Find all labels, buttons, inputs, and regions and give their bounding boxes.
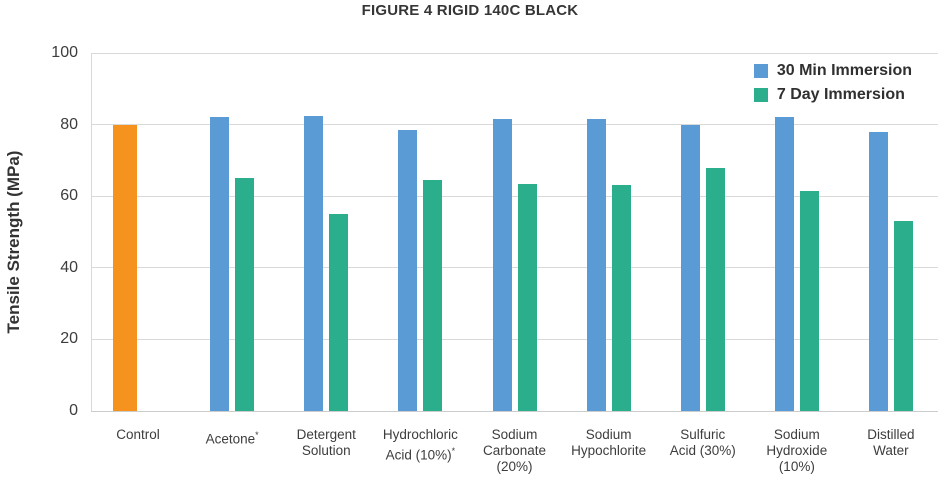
legend-item-7day: 7 Day Immersion [753,86,912,104]
x-axis-line [91,410,938,412]
y-axis-line [91,53,92,411]
bar-30min-sodium [492,119,512,411]
bar-7day-sodium [611,185,631,411]
y-tick-label: 40 [60,258,78,276]
x-axis-label-sodium: Sodium Hydroxide (10%) [766,427,828,474]
gridline [91,338,938,340]
bar-30min-acetone [210,117,230,411]
bar-7day-sulfuric [705,167,725,411]
legend-label-7day: 7 Day Immersion [776,86,905,103]
y-tick-label: 20 [60,330,78,348]
bar-7day-distilled [893,221,913,411]
x-axis-label-hydrochloric: Hydrochloric Acid (10%)* [382,427,458,463]
x-axis-label-sulfuric: Sulfuric Acid (30%) [669,427,736,458]
x-axis-label-control: Control [116,427,160,442]
bar-control [112,124,137,411]
bar-30min-sulfuric [680,124,700,411]
bar-7day-detergent [329,214,349,411]
gridline [91,267,938,269]
bar-30min-sodium [586,119,606,411]
bar-30min-detergent [304,115,324,411]
bar-7day-sodium [517,183,537,411]
legend: 30 Min Immersion 7 Day Immersion [753,62,912,104]
gridline [91,195,938,197]
legend-item-30min: 30 Min Immersion [753,62,912,80]
bar-30min-hydrochloric [398,129,418,411]
y-tick-label: 60 [60,187,78,205]
bar-30min-distilled [868,131,888,411]
x-axis-label-detergent: Detergent Solution [296,427,356,458]
gridline [91,52,938,54]
x-axis-label-distilled: Distilled Water [867,427,915,458]
bar-7day-acetone [235,178,255,411]
x-axis-label-acetone: Acetone* [205,430,259,447]
chart-title: FIGURE 4 RIGID 140C BLACK [361,2,579,19]
legend-swatch-green-icon [753,88,768,102]
legend-swatch-blue-icon [753,64,768,78]
x-axis-label-sodium: Sodium Hypochlorite [571,427,647,458]
bar-7day-hydrochloric [423,180,443,411]
y-tick-label: 80 [60,115,78,133]
y-tick-label: 0 [69,402,78,419]
bar-30min-sodium [774,117,794,411]
gridline [91,124,938,126]
legend-label-30min: 30 Min Immersion [776,62,912,79]
y-tick-label: 100 [51,44,78,61]
bar-7day-sodium [799,190,819,411]
x-axis-label-sodium: Sodium Carbonate (20%) [482,427,547,474]
